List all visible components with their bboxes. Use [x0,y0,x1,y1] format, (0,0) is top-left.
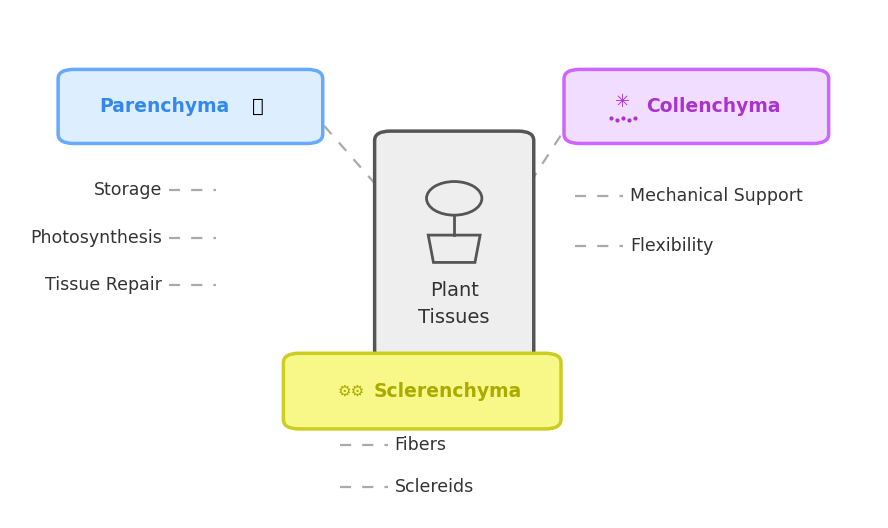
Text: Storage: Storage [93,182,162,200]
Text: Plant
Tissues: Plant Tissues [418,281,490,327]
FancyBboxPatch shape [283,353,561,429]
FancyBboxPatch shape [375,131,534,360]
FancyBboxPatch shape [564,69,829,144]
Text: Sclerenchyma: Sclerenchyma [374,382,522,401]
Text: Parenchyma: Parenchyma [99,97,230,116]
Text: Flexibility: Flexibility [630,237,713,254]
Text: ✳: ✳ [615,93,630,111]
Text: Fibers: Fibers [394,436,447,454]
Text: Mechanical Support: Mechanical Support [630,187,803,205]
FancyBboxPatch shape [58,69,322,144]
Text: Photosynthesis: Photosynthesis [30,229,162,247]
Text: 🌿: 🌿 [252,97,264,116]
Text: Sclereids: Sclereids [394,478,474,496]
Text: Tissue Repair: Tissue Repair [45,276,162,294]
Text: ⚙⚙: ⚙⚙ [337,384,365,399]
Text: Collenchyma: Collenchyma [646,97,781,116]
